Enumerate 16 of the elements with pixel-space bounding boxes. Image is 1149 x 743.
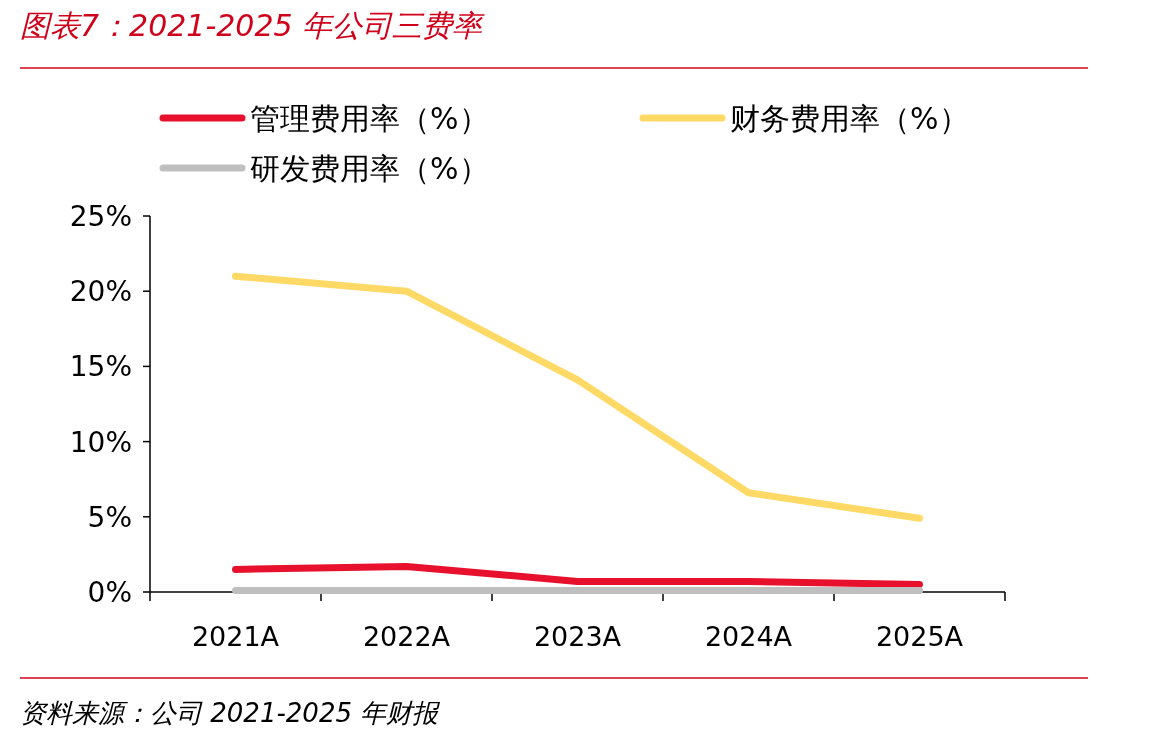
text: 资料来源：公司 2021-2025 年财报: [20, 698, 442, 728]
y-tick-label: 20%: [69, 275, 132, 309]
x-tick-label: 2024A: [704, 621, 793, 652]
y-tick-label: 5%: [87, 500, 132, 534]
legend-label: 管理费用率（%）: [250, 101, 489, 136]
x-tick-label: 2023A: [533, 621, 622, 652]
y-tick-label: 0%: [87, 576, 132, 609]
x-tick-label: 2025A: [875, 621, 964, 652]
legend-label: 研发费用率（%）: [250, 151, 489, 186]
y-tick-label: 10%: [69, 425, 132, 459]
y-tick-label: 25%: [69, 200, 132, 233]
y-tick-label: 15%: [69, 350, 132, 384]
x-tick-label: 2022A: [362, 621, 451, 652]
legend-label: 财务费用率（%）: [730, 101, 969, 136]
chart-title: 图表7：2021-2025 年公司三费率: [20, 8, 486, 43]
x-tick-label: 2021A: [191, 621, 280, 652]
